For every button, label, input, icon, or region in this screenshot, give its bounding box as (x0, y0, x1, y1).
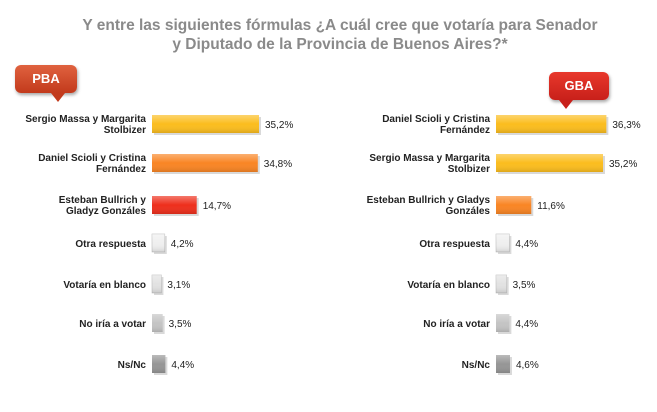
gba-value-label-3: 4,4% (515, 239, 538, 250)
gba-bar-shine-4 (496, 275, 507, 293)
gba-category-label-6: Ns/Nc (462, 360, 491, 371)
gba-category-label-2: Esteban Bullrich y Gladys Gonzáles (367, 195, 491, 217)
pba-bar-shine-6 (152, 355, 166, 373)
gba-value-label-0: 36,3% (612, 120, 640, 131)
pba-category-label-6: Ns/Nc (118, 360, 147, 371)
gba-category-label-3: Otra respuesta (419, 239, 490, 250)
pba-value-label-5: 3,5% (169, 319, 192, 330)
pba-bar-shine-0 (152, 115, 260, 133)
gba-bar-shine-1 (496, 154, 604, 172)
gba-value-label-4: 3,5% (513, 280, 536, 291)
gba-value-label-5: 4,4% (515, 319, 538, 330)
pba-value-label-1: 34,8% (264, 159, 292, 170)
gba-bar-shine-5 (496, 314, 510, 332)
pba-bar-shine-3 (152, 234, 165, 252)
pba-category-label-3: Otra respuesta (75, 239, 146, 250)
gba-category-label-5: No iría a votar (423, 319, 490, 330)
pba-category-label-5: No iría a votar (79, 319, 146, 330)
title-line-1: Y entre las siguientes fórmulas ¿A cuál … (82, 17, 598, 34)
gba-bar-shine-6 (496, 355, 510, 373)
pba-category-label-1: Daniel Scioli y Cristina Fernández (38, 153, 146, 175)
gba-value-label-1: 35,2% (609, 159, 637, 170)
gba-badge: GBA (549, 72, 609, 109)
gba-value-label-2: 11,6% (537, 201, 565, 212)
pba-value-label-4: 3,1% (167, 280, 190, 291)
title-line-2: y Diputado de la Provincia de Buenos Air… (172, 36, 508, 53)
gba-category-label-4: Votaría en blanco (407, 280, 490, 291)
pba-value-label-3: 4,2% (171, 239, 194, 250)
pba-bar-shine-5 (152, 314, 163, 332)
pba-bar-shine-2 (152, 196, 197, 214)
gba-value-label-6: 4,6% (516, 360, 539, 371)
gba-bar-shine-0 (496, 115, 607, 133)
pba-category-label-0: Sergio Massa y Margarita Stolbizer (25, 114, 146, 136)
gba-category-label-0: Daniel Scioli y Cristina Fernández (382, 114, 490, 136)
pba-value-label-0: 35,2% (265, 120, 293, 131)
pba-category-label-4: Votaría en blanco (63, 280, 146, 291)
pba-category-label-2: Esteban Bullrich y Gladyz Gonzáles (59, 195, 147, 217)
gba-bar-shine-2 (496, 196, 532, 214)
pba-value-label-2: 14,7% (203, 201, 231, 212)
gba-bar-shine-3 (496, 234, 510, 252)
pba-badge: PBA (15, 65, 77, 102)
pba-bar-shine-1 (152, 154, 258, 172)
chart-title: Y entre las siguientes fórmulas ¿A cuál … (60, 16, 620, 54)
gba-category-label-1: Sergio Massa y Margarita Stolbizer (369, 153, 490, 175)
pba-bar-shine-4 (152, 275, 162, 293)
pba-value-label-6: 4,4% (171, 360, 194, 371)
